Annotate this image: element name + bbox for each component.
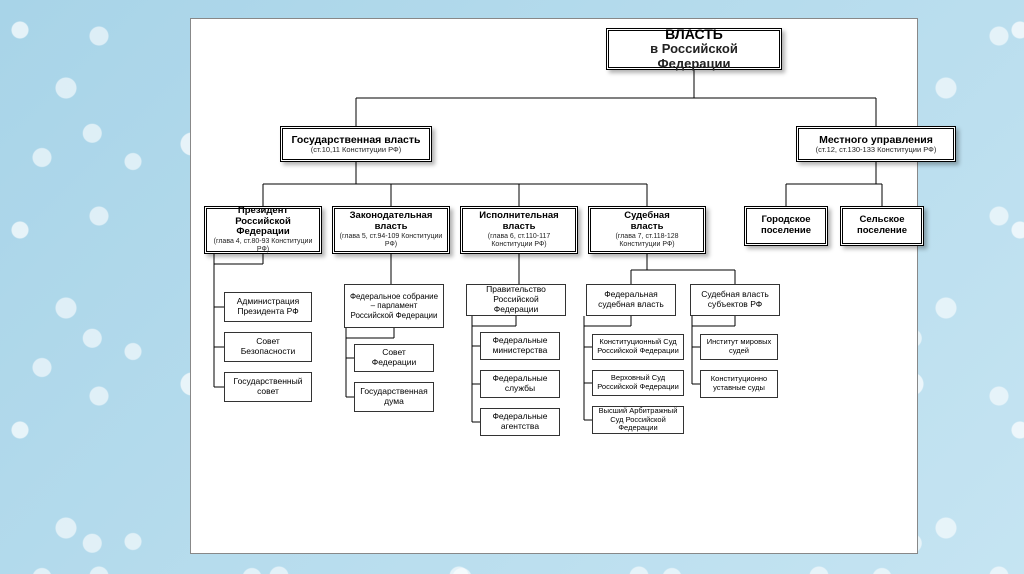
node-e3: Федеральные агентства (480, 408, 560, 436)
node-title2: власть (375, 222, 408, 233)
node-l2: Совет Федерации (354, 344, 434, 372)
node-js1: Институт мировых судей (700, 334, 778, 360)
node-p2: Совет Безопасности (224, 332, 312, 362)
node-local: Местного управления(ст.12, ст.130-133 Ко… (796, 126, 956, 162)
node-e1: Федеральные министерства (480, 332, 560, 360)
node-p3: Государственный совет (224, 372, 312, 402)
node-title: Президент (238, 206, 288, 217)
node-subtitle: (глава 7, ст.118-128 Конституции РФ) (595, 233, 699, 249)
node-title: Государственная власть (291, 134, 420, 146)
node-legis: Законодательнаявласть(глава 5, ст.94-109… (332, 206, 450, 254)
node-title2: поселение (857, 226, 907, 237)
node-subtitle: (глава 6, ст.110-117 Конституции РФ) (467, 233, 571, 249)
node-title2: поселение (761, 226, 811, 237)
node-l1: Федеральное собрание – парламент Российс… (344, 284, 444, 328)
node-gov: Государственная власть(ст.10,11 Конститу… (280, 126, 432, 162)
node-subtitle: (глава 4, ст.80-93 Конституции РФ) (211, 238, 315, 254)
node-j_sub: Судебная власть субъектов РФ (690, 284, 780, 316)
node-subtitle: (ст.10,11 Конституции РФ) (311, 146, 401, 155)
node-judic: Судебнаявласть(глава 7, ст.118-128 Конст… (588, 206, 706, 254)
node-subtitle: в Российской Федерации (613, 42, 775, 72)
node-l3: Государственная дума (354, 382, 434, 412)
node-exec: Исполнительнаявласть(глава 6, ст.110-117… (460, 206, 578, 254)
node-js2: Конституционно уставные суды (700, 370, 778, 398)
node-title2: власть (503, 222, 536, 233)
node-jf3: Высший Арбитражный Суд Российской Федера… (592, 406, 684, 434)
node-jf2: Верховный Суд Российской Федерации (592, 370, 684, 396)
node-title2: власть (631, 222, 664, 233)
node-e2: Федеральные службы (480, 370, 560, 398)
node-rural: Сельскоепоселение (840, 206, 924, 246)
node-subtitle: (глава 5, ст.94-109 Конституции РФ) (339, 233, 443, 249)
node-title: Местного управления (819, 134, 933, 146)
node-title: ВЛАСТЬ (665, 26, 723, 42)
node-city: Городскоепоселение (744, 206, 828, 246)
node-j_fed: Федеральная судебная власть (586, 284, 676, 316)
node-root: ВЛАСТЬв Российской Федерации (606, 28, 782, 70)
node-p1: Администрация Президента РФ (224, 292, 312, 322)
node-jf1: Конституционный Суд Российской Федерации (592, 334, 684, 360)
node-subtitle: (ст.12, ст.130-133 Конституции РФ) (816, 146, 937, 155)
node-pres: ПрезидентРоссийской Федерации(глава 4, с… (204, 206, 322, 254)
node-title2: Российской Федерации (211, 217, 315, 239)
node-e0: Правительство Российской Федерации (466, 284, 566, 316)
